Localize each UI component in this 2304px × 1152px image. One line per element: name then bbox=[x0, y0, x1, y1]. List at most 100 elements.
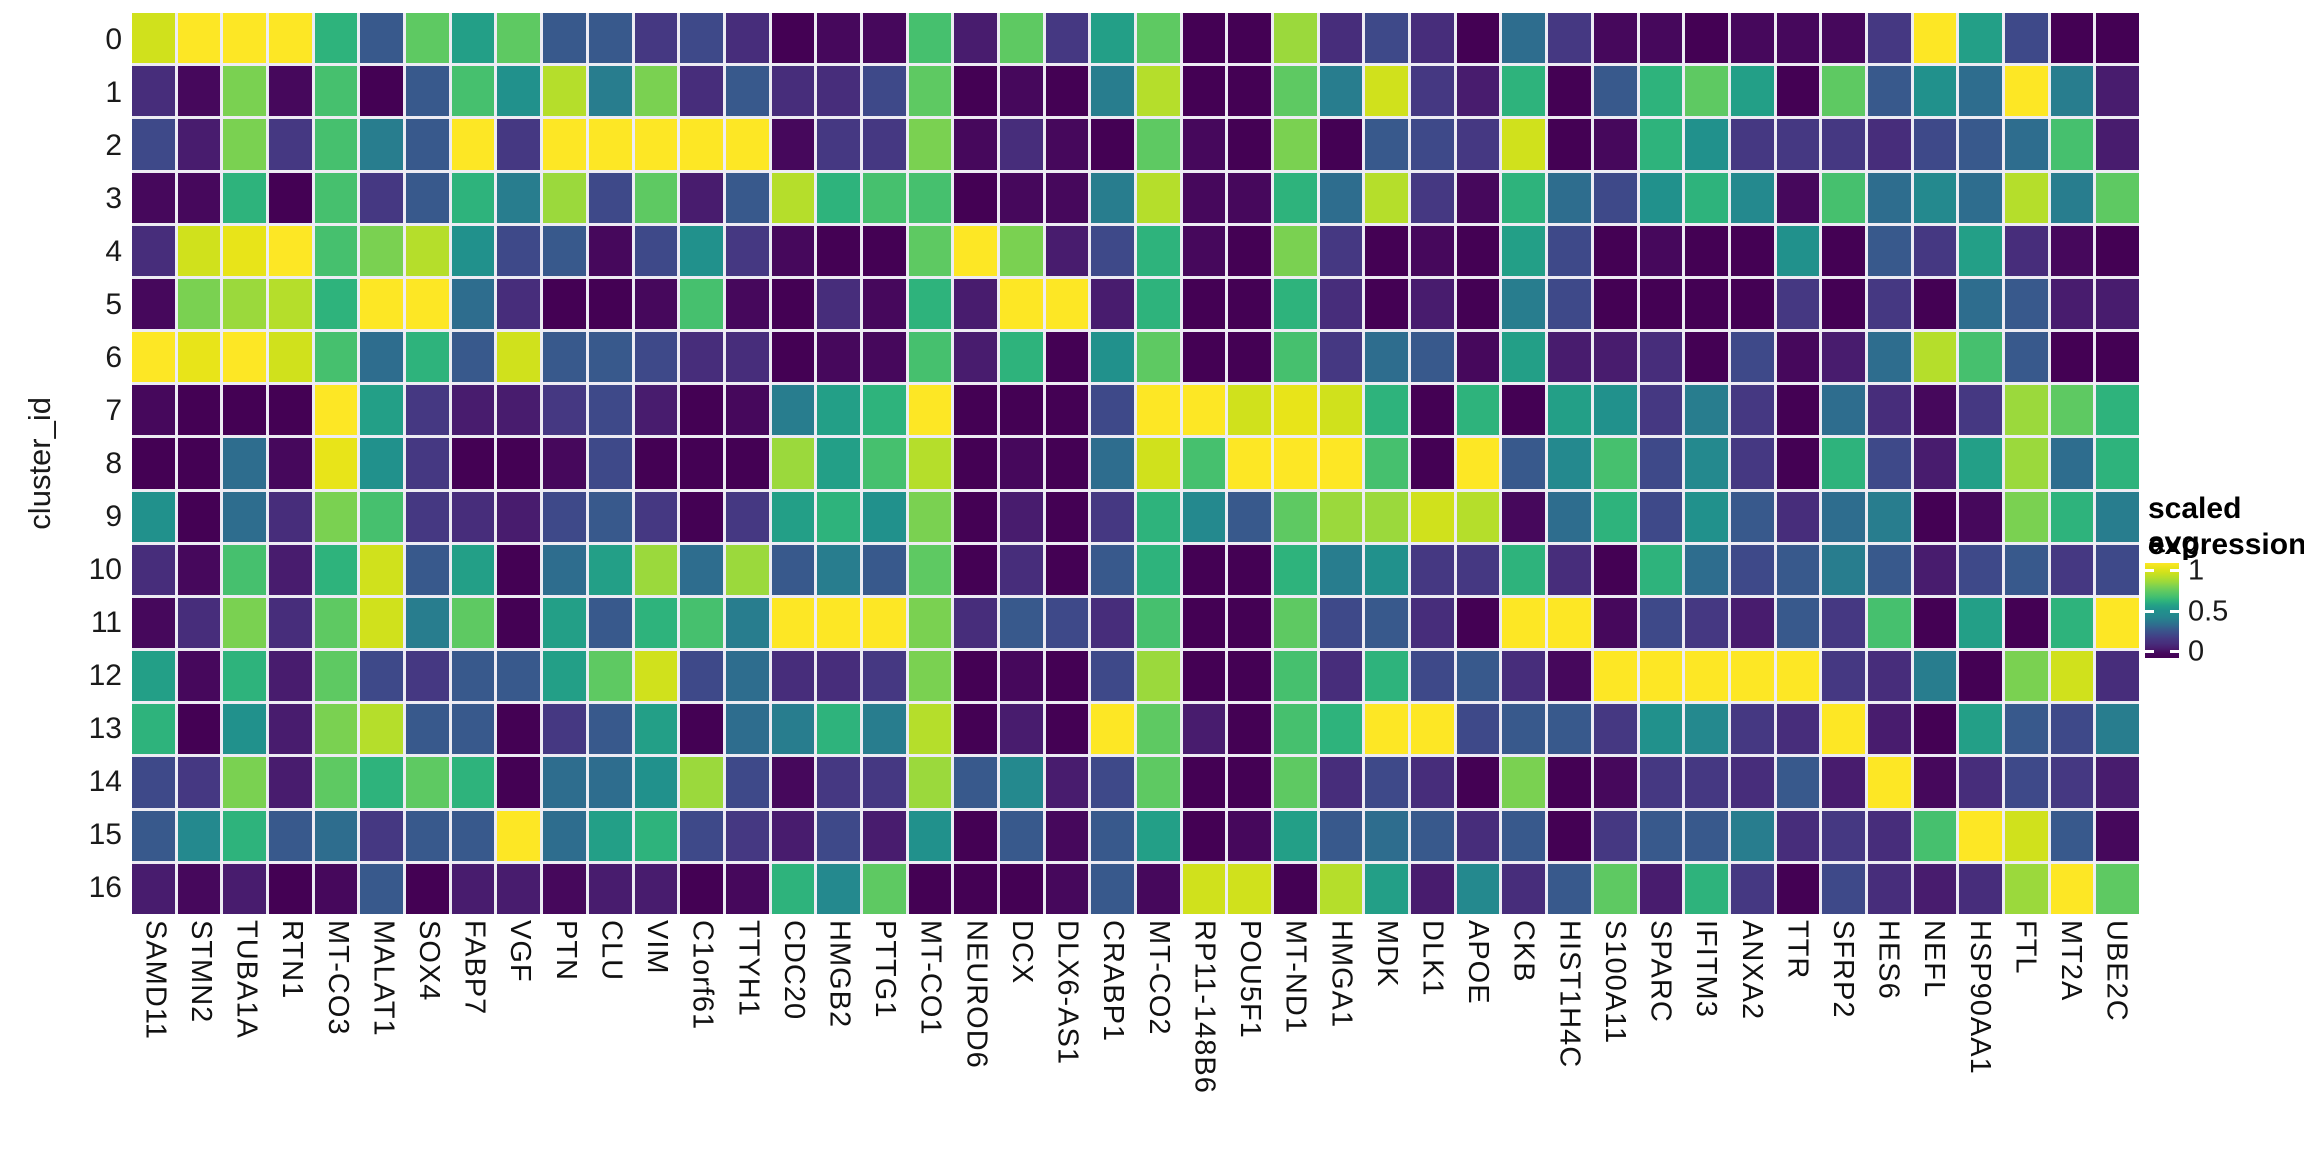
y-tick-label: 2 bbox=[105, 128, 122, 162]
heatmap-cell bbox=[1456, 597, 1500, 649]
heatmap-cell bbox=[862, 597, 906, 649]
heatmap-cell bbox=[1959, 385, 2002, 436]
heatmap-cell bbox=[1730, 651, 1774, 702]
heatmap-cell bbox=[1867, 119, 1911, 170]
heatmap-cell bbox=[177, 332, 221, 383]
heatmap-cell bbox=[1913, 810, 1957, 861]
heatmap-cell bbox=[2096, 438, 2139, 489]
heatmap-cell bbox=[680, 225, 723, 276]
heatmap-cell bbox=[1274, 13, 1317, 64]
heatmap-cell bbox=[1319, 810, 1363, 861]
heatmap-cell bbox=[1091, 597, 1134, 649]
heatmap-cell bbox=[269, 278, 312, 330]
heatmap-cell bbox=[1685, 810, 1728, 861]
heatmap-cell bbox=[1685, 119, 1728, 170]
heatmap-cell bbox=[1822, 332, 1865, 383]
heatmap-cell bbox=[1228, 438, 1272, 489]
heatmap-cell bbox=[269, 704, 312, 755]
heatmap-cell bbox=[1365, 172, 1409, 223]
heatmap-cell bbox=[1776, 863, 1820, 914]
heatmap-cell bbox=[1319, 278, 1363, 330]
heatmap-cell bbox=[2004, 66, 2048, 117]
heatmap-cell bbox=[177, 225, 221, 276]
heatmap-cell bbox=[1730, 172, 1774, 223]
heatmap-cell bbox=[588, 757, 632, 808]
heatmap-cell bbox=[406, 332, 449, 383]
heatmap-cell bbox=[1091, 704, 1134, 755]
heatmap-cell bbox=[680, 438, 723, 489]
heatmap-cell bbox=[817, 278, 860, 330]
heatmap-cell bbox=[1776, 704, 1820, 755]
heatmap-cell bbox=[406, 810, 449, 861]
heatmap-cell bbox=[314, 651, 358, 702]
heatmap-cell bbox=[954, 651, 997, 702]
heatmap-cell bbox=[1319, 704, 1363, 755]
heatmap-cell bbox=[1822, 66, 1865, 117]
heatmap-cell bbox=[132, 651, 175, 702]
heatmap-cell bbox=[1045, 66, 1089, 117]
heatmap-cell bbox=[954, 66, 997, 117]
heatmap-cell bbox=[771, 491, 815, 542]
heatmap-cell bbox=[1639, 863, 1683, 914]
heatmap-cell bbox=[1502, 119, 1546, 170]
heatmap-cell bbox=[132, 119, 175, 170]
heatmap-cell bbox=[1593, 172, 1637, 223]
heatmap-cell bbox=[908, 810, 952, 861]
heatmap-cell bbox=[1959, 119, 2002, 170]
heatmap-cell bbox=[406, 119, 449, 170]
heatmap-cell bbox=[725, 13, 769, 64]
x-tick-label: MT2A bbox=[2055, 920, 2088, 1002]
heatmap-cell bbox=[680, 66, 723, 117]
heatmap-cell bbox=[451, 438, 495, 489]
heatmap-cell bbox=[1913, 438, 1957, 489]
heatmap-cell bbox=[725, 172, 769, 223]
heatmap-cell bbox=[1182, 863, 1226, 914]
heatmap-cell bbox=[1959, 597, 2002, 649]
heatmap-cell bbox=[1639, 438, 1683, 489]
heatmap-cell bbox=[451, 704, 495, 755]
heatmap-cell bbox=[177, 757, 221, 808]
heatmap-cell bbox=[1045, 651, 1089, 702]
heatmap-cell bbox=[1228, 863, 1272, 914]
heatmap-cell bbox=[1593, 225, 1637, 276]
heatmap-cell bbox=[588, 704, 632, 755]
heatmap-cell bbox=[1365, 491, 1409, 542]
heatmap-cell bbox=[1548, 863, 1591, 914]
heatmap-cell bbox=[2050, 438, 2094, 489]
heatmap-cell bbox=[1456, 651, 1500, 702]
heatmap-cell bbox=[725, 704, 769, 755]
heatmap-cell bbox=[588, 597, 632, 649]
heatmap-cell bbox=[1411, 225, 1454, 276]
heatmap-cell bbox=[360, 172, 404, 223]
y-tick-label: 9 bbox=[105, 499, 122, 533]
heatmap-cell bbox=[2096, 544, 2139, 595]
x-tick-label: SFRP2 bbox=[1827, 920, 1859, 1019]
heatmap-cell bbox=[1365, 597, 1409, 649]
heatmap-cell bbox=[1182, 119, 1226, 170]
heatmap-cell bbox=[2050, 332, 2094, 383]
heatmap-cell bbox=[1730, 438, 1774, 489]
heatmap-cell bbox=[497, 863, 541, 914]
heatmap-cell bbox=[634, 438, 678, 489]
heatmap-cell bbox=[223, 332, 267, 383]
heatmap-cell bbox=[1867, 757, 1911, 808]
heatmap-cell bbox=[177, 704, 221, 755]
heatmap-cell bbox=[543, 597, 586, 649]
heatmap-cell bbox=[725, 544, 769, 595]
y-tick-label: 3 bbox=[105, 181, 122, 215]
y-tick-label: 10 bbox=[88, 552, 122, 586]
heatmap-cell bbox=[1045, 863, 1089, 914]
heatmap-cell bbox=[1548, 332, 1591, 383]
heatmap-cell bbox=[954, 757, 997, 808]
heatmap-cell bbox=[406, 544, 449, 595]
legend-tick-mark bbox=[2170, 610, 2179, 613]
x-tick-label: SAMD11 bbox=[139, 920, 172, 1040]
heatmap-cell bbox=[177, 172, 221, 223]
heatmap-cell bbox=[999, 810, 1043, 861]
heatmap-cell bbox=[1593, 597, 1637, 649]
heatmap-cell bbox=[725, 66, 769, 117]
heatmap-cell bbox=[497, 172, 541, 223]
heatmap-cell bbox=[1913, 332, 1957, 383]
heatmap-cell bbox=[908, 225, 952, 276]
heatmap-cell bbox=[1182, 385, 1226, 436]
